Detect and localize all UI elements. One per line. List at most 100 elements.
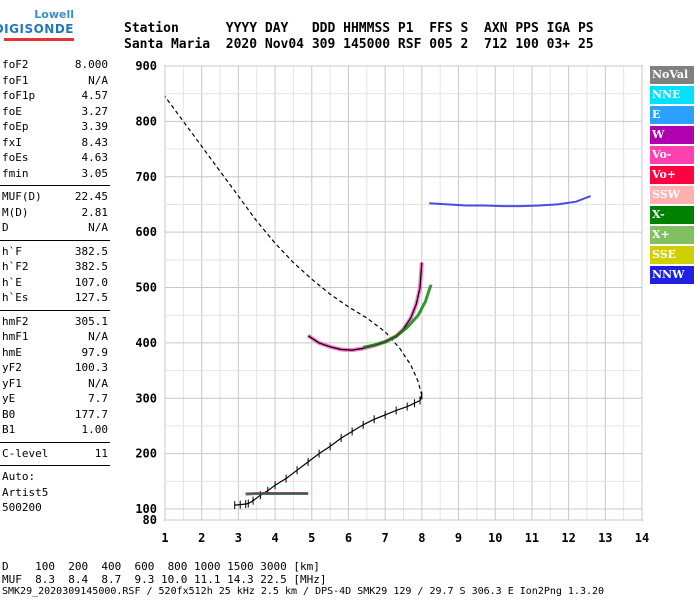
auto-scale-line: Auto:	[0, 470, 110, 486]
auto-scale-text: Artist5	[2, 485, 49, 499]
param-value: 3.05	[81, 166, 109, 180]
legend-entry: NNE	[650, 86, 694, 104]
param-row: fmin 3.05	[0, 167, 110, 183]
param-row: foEs 4.63	[0, 151, 110, 167]
legend-entry: X+	[650, 226, 694, 244]
auto-scale-line: 500200	[0, 501, 110, 517]
param-row: h`Es 127.5	[0, 291, 110, 307]
param-row: foF2 8.000	[0, 58, 110, 74]
param-row: B1 1.00	[0, 423, 110, 439]
param-value: N/A	[88, 221, 108, 234]
param-row: hmF2 305.1	[0, 315, 110, 331]
param-key: fxI	[2, 135, 22, 149]
y-tick-label: 500	[135, 281, 157, 295]
x-tick-label: 11	[525, 531, 539, 545]
legend-entry: X-	[650, 206, 694, 224]
footer-distance-line: D 100 200 400 600 800 1000 1500 3000 [km…	[2, 560, 320, 573]
legend-entry: SSE	[650, 246, 694, 264]
y-tick-label: 100	[135, 502, 157, 516]
legend-entry: W	[650, 126, 694, 144]
legend-entry: NNW	[650, 266, 694, 284]
footer-file-info: SMK29_2020309145000.RSF / 520fx512h 25 k…	[2, 586, 605, 597]
param-value: 7.7	[88, 392, 108, 405]
param-row: hmF1 N/A	[0, 330, 110, 346]
param-value: N/A	[88, 376, 108, 390]
x-tick-label: 4	[271, 531, 278, 545]
param-value: 107.0	[74, 275, 108, 289]
param-separator	[0, 465, 110, 466]
param-key: foF1p	[2, 89, 36, 102]
param-key: foEp	[2, 120, 29, 133]
y-tick-label: 600	[135, 225, 157, 239]
param-value: N/A	[88, 330, 108, 343]
chart-series	[164, 96, 591, 510]
param-value: 127.5	[74, 291, 108, 304]
y-tick-label: 80	[143, 513, 157, 527]
param-value: 3.27	[81, 104, 109, 118]
param-value: 8.000	[74, 58, 108, 71]
x-tick-label: 14	[635, 531, 649, 545]
polarization-legend: NoVal NNE E W Vo- Vo+ SSW X- X+ SSE NNW	[650, 66, 694, 286]
legend-entry: E	[650, 106, 694, 124]
param-row: C-level 11	[0, 447, 110, 463]
param-separator	[0, 185, 110, 186]
y-tick-label: 200	[135, 447, 157, 461]
x-tick-label: 5	[308, 531, 315, 545]
y-tick-label: 700	[135, 170, 157, 184]
param-value: 177.7	[74, 407, 108, 421]
o-trace-line	[307, 262, 423, 351]
topside-dashed-line	[164, 96, 423, 396]
y-tick-label: 300	[135, 391, 157, 405]
x-tick-label: 2	[198, 531, 205, 545]
logo-swoosh	[4, 38, 74, 41]
param-key: MUF(D)	[2, 190, 42, 203]
param-row: B0 177.7	[0, 408, 110, 424]
param-value: 1.00	[81, 423, 109, 436]
param-key: M(D)	[2, 205, 29, 219]
x-tick-label: 7	[382, 531, 389, 545]
param-key: hmF1	[2, 330, 29, 343]
plot-grid	[164, 65, 643, 521]
param-row: MUF(D) 22.45	[0, 190, 110, 206]
x-tick-label: 12	[561, 531, 575, 545]
y-tick-label: 800	[135, 114, 157, 128]
param-key: foF1	[2, 73, 29, 87]
param-row: yE 7.7	[0, 392, 110, 408]
multihop-trace	[429, 195, 591, 208]
es-trace-line	[245, 492, 309, 495]
auto-scale-text: Auto:	[2, 470, 36, 483]
param-row: foEp 3.39	[0, 120, 110, 136]
parameter-panel: foF2 8.000 foF1 N/A foF1p 4.57 foE 3.27 foEp 3.39…	[0, 58, 110, 517]
param-separator	[0, 441, 110, 443]
header-line-1: Station YYYY DAY DDD HHMMSS P1 FFS S AXN…	[124, 21, 594, 36]
x-tick-label: 6	[345, 531, 352, 545]
x-tick-label: 8	[418, 531, 425, 545]
param-row: M(D) 2.81	[0, 206, 110, 222]
param-value: 3.39	[81, 120, 109, 133]
param-key: foE	[2, 104, 22, 118]
legend-entry: Vo+	[650, 166, 694, 184]
param-key: yE	[2, 392, 16, 405]
param-row: yF2 100.3	[0, 361, 110, 377]
param-separator	[0, 239, 110, 241]
header-line-2: Santa Maria 2020 Nov04 309 145000 RSF 00…	[124, 37, 594, 52]
param-value: 11	[94, 446, 108, 460]
x-tick-labels: 1 2 3 4 5 6 7 8 9 10 11 12 13 14	[161, 531, 649, 545]
param-value: 4.57	[81, 89, 109, 102]
param-value: 2.81	[81, 205, 109, 219]
param-key: h`Es	[2, 291, 29, 304]
param-value: N/A	[88, 73, 108, 87]
param-row: yF1 N/A	[0, 377, 110, 393]
param-key: hmF2	[2, 314, 29, 328]
param-key: hmE	[2, 345, 22, 359]
param-key: yF1	[2, 376, 22, 390]
x-tick-label: 3	[235, 531, 242, 545]
param-row: foF1p 4.57	[0, 89, 110, 105]
auto-scale-text: 500200	[2, 501, 42, 514]
param-row: h`E 107.0	[0, 276, 110, 292]
param-row: hmE 97.9	[0, 346, 110, 362]
param-key: C-level	[2, 446, 49, 460]
x-tick-label: 10	[488, 531, 502, 545]
param-value: 100.3	[74, 361, 108, 374]
